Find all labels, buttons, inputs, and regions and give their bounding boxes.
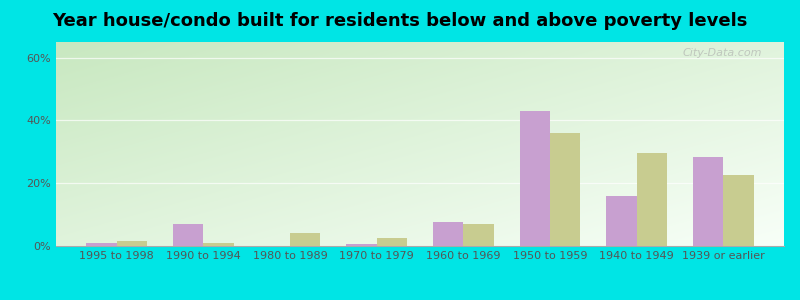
Bar — [637, 153, 667, 246]
Text: City-Data.com: City-Data.com — [682, 48, 762, 58]
Bar — [290, 233, 320, 246]
Bar — [723, 176, 754, 246]
Bar — [520, 111, 550, 246]
Bar — [463, 224, 494, 246]
Text: Year house/condo built for residents below and above poverty levels: Year house/condo built for residents bel… — [52, 12, 748, 30]
Bar — [433, 223, 463, 246]
Bar — [550, 133, 580, 246]
Bar — [173, 224, 203, 246]
Bar — [117, 241, 147, 246]
Bar — [86, 243, 117, 246]
Bar — [203, 243, 234, 246]
Bar — [693, 157, 723, 246]
Bar — [377, 238, 407, 246]
Bar — [606, 196, 637, 246]
Bar — [346, 244, 377, 246]
